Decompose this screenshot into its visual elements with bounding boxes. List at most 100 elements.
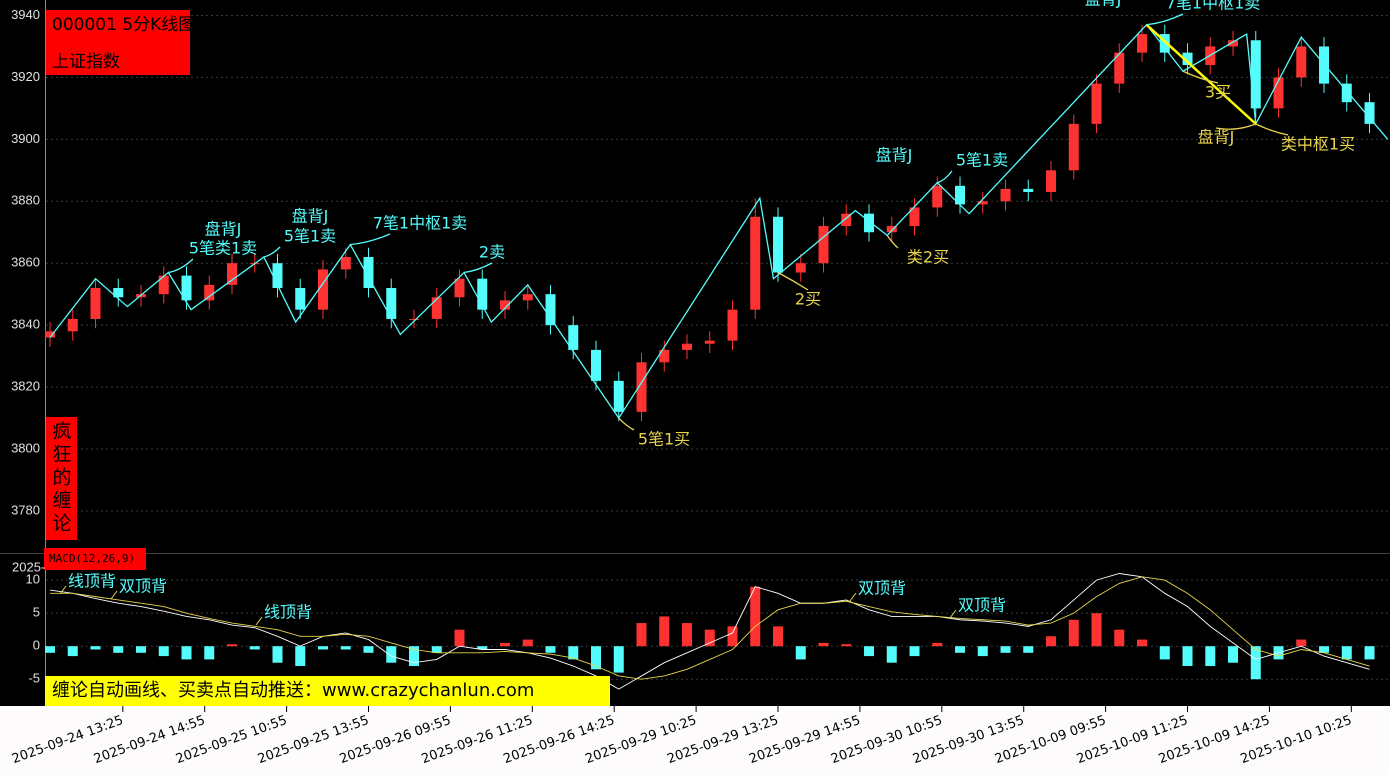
candle-body — [613, 380, 624, 412]
macd-bar — [431, 646, 442, 653]
macd-bar — [1182, 646, 1193, 667]
candle-body — [1114, 52, 1125, 84]
candle-body — [1364, 102, 1375, 124]
y-tick-label: 3900 — [11, 131, 40, 146]
candle-body — [1273, 77, 1284, 109]
candle-body — [295, 287, 306, 310]
macd-bar — [1091, 613, 1102, 647]
macd-dea — [50, 576, 1370, 680]
candle-body — [1341, 83, 1352, 103]
candle-body — [1091, 83, 1102, 124]
macd-bar — [386, 646, 397, 663]
candle-body — [522, 294, 533, 301]
macd-bar — [45, 646, 55, 653]
macd-bar — [522, 639, 533, 647]
candle-body — [682, 343, 693, 350]
annotation: 盘背J — [205, 220, 242, 239]
brand-char: 疯 — [52, 421, 71, 443]
candle-body — [932, 185, 943, 208]
annotation: 2买 — [795, 290, 821, 309]
y-tick-label: 3920 — [11, 69, 40, 84]
macd-annotation-arrow — [110, 590, 118, 600]
macd-bar — [613, 646, 624, 673]
macd-bar — [591, 646, 602, 670]
macd-bar — [568, 646, 579, 660]
candle-body — [386, 287, 397, 319]
macd-title: MACD(12,26,9) — [49, 552, 135, 565]
macd-annotation: 线顶背 — [264, 603, 312, 622]
macd-dif — [49, 573, 1370, 690]
macd-bar — [841, 644, 852, 647]
candle-body — [113, 287, 124, 298]
candle-body — [409, 318, 420, 320]
macd-bar — [1341, 646, 1352, 660]
macd-y-tick-label: 5 — [33, 605, 40, 620]
macd-annotation: 双顶背 — [958, 596, 1006, 615]
macd-bar — [886, 646, 897, 663]
macd-bar — [454, 629, 465, 647]
annotation-arrow — [1182, 70, 1219, 84]
macd-bar — [1250, 646, 1261, 680]
macd-bar — [67, 646, 78, 657]
macd-bar — [1023, 646, 1034, 653]
title-box — [46, 10, 190, 75]
candle-body — [886, 226, 897, 233]
candle-body — [500, 300, 511, 310]
macd-bar — [272, 646, 283, 663]
candle-body — [591, 349, 602, 381]
candle-body — [568, 325, 579, 350]
y-tick-label: 3800 — [11, 440, 40, 455]
macd-bar — [1159, 646, 1170, 660]
macd-bar — [1228, 646, 1239, 663]
macd-bar — [363, 646, 374, 653]
candle-body — [227, 263, 238, 285]
candle-body — [750, 216, 761, 310]
macd-bar — [1114, 629, 1125, 647]
annotation: 5笔1卖 — [956, 151, 1008, 170]
banner-box — [45, 676, 610, 706]
macd-bar — [909, 646, 920, 657]
annotation-arrow — [1255, 123, 1289, 136]
candle-body — [158, 275, 169, 295]
annotation: 类2买 — [907, 248, 949, 267]
y-tick-label: 3820 — [11, 379, 40, 394]
y-tick-label: 3940 — [11, 7, 40, 22]
macd-bar — [1319, 646, 1330, 653]
candle-body — [1296, 46, 1307, 78]
candle-body — [272, 263, 283, 288]
annotation-arrow — [168, 258, 194, 274]
y-tick-label: 3840 — [11, 317, 40, 332]
macd-bar — [181, 646, 192, 660]
candle-body — [454, 278, 465, 298]
macd-bar — [636, 623, 647, 647]
macd-bar — [477, 646, 488, 650]
candle-body — [204, 284, 215, 301]
macd-bar — [750, 586, 761, 647]
macd-bar — [682, 623, 693, 647]
candle-body — [1023, 188, 1034, 192]
macd-bar — [204, 646, 215, 660]
macd-bar — [818, 642, 829, 647]
macd-bar — [90, 646, 101, 650]
candle-body — [955, 185, 966, 205]
macd-bar — [249, 646, 260, 650]
annotation: 盘背J — [292, 207, 329, 226]
macd-annotation: 线顶背 — [68, 572, 116, 591]
banner: 缠论自动画线、买卖点自动推送：www.crazychanlun.com — [52, 680, 534, 701]
annotation: 7笔1中枢1卖 — [373, 214, 468, 233]
annotation: 3买 — [1205, 83, 1231, 102]
annotation-arrow — [618, 417, 635, 431]
plot-area — [45, 14, 1390, 690]
macd-bar — [773, 626, 784, 647]
candle-body — [545, 294, 556, 326]
annotation-arrow — [350, 233, 391, 246]
annotation: 5笔1买 — [638, 430, 690, 449]
macd-bar — [136, 646, 147, 653]
candle-body — [841, 213, 852, 227]
candle-body — [1250, 40, 1261, 109]
candle-body — [90, 287, 101, 319]
macd-annotation-arrow — [255, 616, 263, 626]
macd-bar — [1000, 646, 1011, 653]
macd-annotation: 双顶背 — [119, 577, 167, 596]
